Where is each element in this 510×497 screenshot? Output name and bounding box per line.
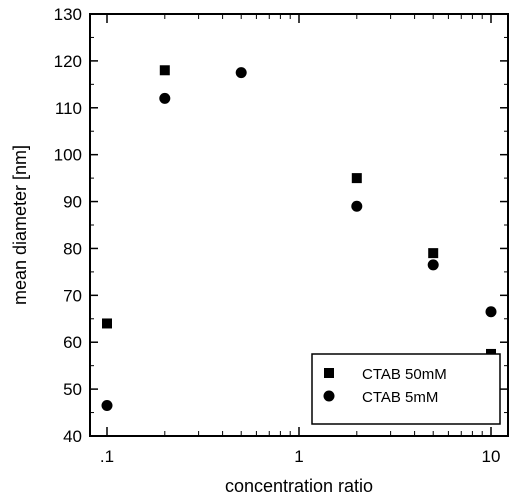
legend-marker-circle	[323, 390, 335, 402]
y-tick-label: 130	[54, 5, 82, 24]
x-tick-label: .1	[100, 447, 114, 466]
legend-box	[311, 353, 501, 425]
y-tick-label: 120	[54, 52, 82, 71]
y-tick-label: 110	[55, 99, 82, 118]
point-ctab-50mm	[351, 173, 362, 184]
point-ctab-5mm	[101, 400, 113, 412]
y-axis-ticks: 40 50 60 70 80 90 100 110 120 130	[54, 5, 508, 446]
y-tick-label: 100	[54, 146, 82, 165]
point-ctab-5mm	[485, 306, 497, 318]
legend-label-ctab-5mm: CTAB 5mM	[362, 389, 438, 406]
x-tick-label: 1	[294, 447, 303, 466]
y-tick-label: 50	[63, 380, 82, 399]
x-tick-label: 10	[482, 447, 501, 466]
y-tick-label: 40	[63, 427, 82, 446]
point-ctab-50mm	[102, 318, 112, 329]
point-ctab-50mm	[159, 65, 170, 76]
y-tick-label: 60	[63, 333, 82, 352]
legend: CTAB 50mM CTAB 5mM	[311, 353, 501, 425]
y-axis-label: mean diameter [nm]	[10, 145, 30, 305]
y-tick-label: 80	[63, 239, 82, 258]
legend-label-ctab-50mm: CTAB 50mM	[362, 366, 447, 383]
point-ctab-5mm	[159, 92, 171, 104]
x-axis-label: concentration ratio	[225, 476, 373, 496]
point-ctab-5mm	[235, 67, 247, 79]
point-ctab-50mm	[428, 248, 439, 259]
y-tick-label: 70	[63, 286, 82, 305]
point-ctab-5mm	[351, 200, 363, 212]
x-axis-ticks: .1 1 10	[100, 14, 501, 466]
point-ctab-5mm	[427, 259, 439, 271]
legend-marker-square	[324, 368, 334, 378]
y-tick-label: 90	[63, 193, 82, 212]
